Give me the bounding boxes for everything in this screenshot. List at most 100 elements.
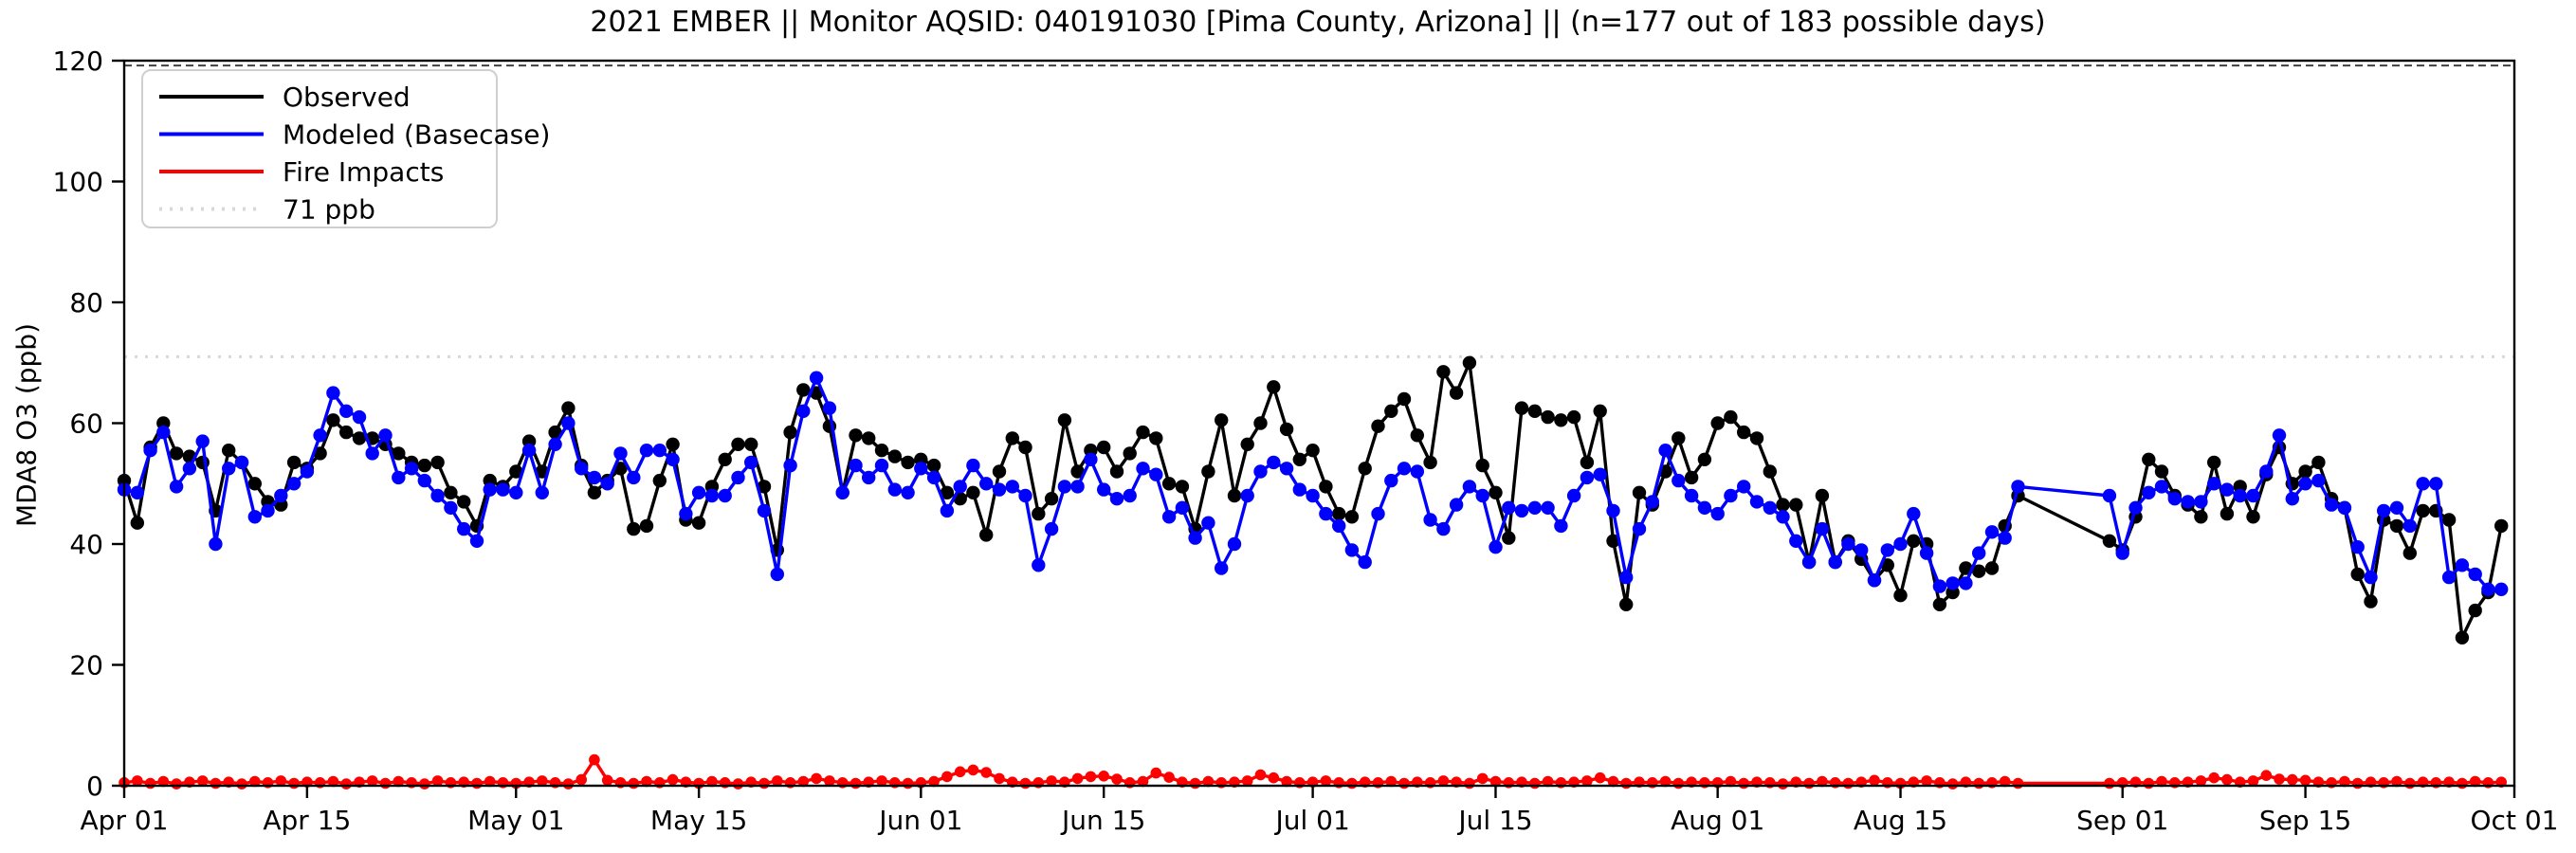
data-point-modeled-basecase xyxy=(1893,536,1908,552)
data-point-modeled-basecase xyxy=(1972,546,1986,560)
data-point-modeled-basecase xyxy=(1149,467,1163,481)
data-point-modeled-basecase xyxy=(1867,573,1882,588)
data-point-modeled-basecase xyxy=(1541,500,1555,515)
data-point-fire-impacts xyxy=(2143,777,2155,789)
data-point-observed xyxy=(1710,416,1725,430)
data-point-observed xyxy=(1619,597,1634,611)
data-point-modeled-basecase xyxy=(1332,518,1346,534)
data-point-modeled-basecase xyxy=(1737,480,1751,494)
data-point-modeled-basecase xyxy=(1306,488,1320,503)
data-point-observed xyxy=(1070,464,1085,479)
data-point-modeled-basecase xyxy=(966,458,980,473)
data-point-modeled-basecase xyxy=(209,536,223,552)
data-point-observed xyxy=(1397,391,1412,407)
data-point-fire-impacts xyxy=(575,773,587,786)
data-point-fire-impacts xyxy=(2339,775,2350,788)
data-point-modeled-basecase xyxy=(901,485,915,499)
data-point-modeled-basecase xyxy=(1919,546,1934,560)
data-point-fire-impacts xyxy=(2287,773,2298,786)
data-point-observed xyxy=(222,444,236,458)
data-point-modeled-basecase xyxy=(2233,488,2247,503)
data-point-observed xyxy=(1580,455,1595,470)
data-point-modeled-basecase xyxy=(2389,500,2404,515)
data-point-observed xyxy=(1161,477,1177,491)
data-point-fire-impacts xyxy=(2012,777,2024,789)
data-point-observed xyxy=(1358,462,1372,476)
data-point-modeled-basecase xyxy=(1032,558,1046,572)
data-point-observed xyxy=(1344,510,1360,524)
data-point-fire-impacts xyxy=(1046,775,1057,787)
data-point-modeled-basecase xyxy=(2142,485,2156,499)
data-point-observed xyxy=(509,464,523,479)
data-point-fire-impacts xyxy=(419,778,430,789)
data-point-modeled-basecase xyxy=(639,444,654,458)
data-point-fire-impacts xyxy=(275,775,287,787)
data-point-modeled-basecase xyxy=(2402,518,2417,534)
data-point-modeled-basecase xyxy=(600,477,614,491)
data-point-modeled-basecase xyxy=(195,434,210,448)
data-point-fire-impacts xyxy=(772,775,783,787)
data-point-observed xyxy=(1149,431,1163,445)
data-point-modeled-basecase xyxy=(953,480,967,494)
data-point-fire-impacts xyxy=(1672,777,1685,789)
data-point-observed xyxy=(2350,567,2365,582)
data-point-modeled-basecase xyxy=(1789,534,1803,548)
data-point-observed xyxy=(887,449,902,463)
data-point-modeled-basecase xyxy=(1371,506,1385,521)
data-point-observed xyxy=(1109,464,1124,479)
data-point-fire-impacts xyxy=(589,753,600,766)
data-point-modeled-basecase xyxy=(222,462,236,476)
data-point-modeled-basecase xyxy=(1462,480,1477,494)
data-point-fire-impacts xyxy=(1202,775,1215,788)
data-point-fire-impacts xyxy=(1137,775,1149,788)
data-point-fire-impacts xyxy=(1620,777,1632,789)
data-point-observed xyxy=(1789,498,1803,512)
data-point-observed xyxy=(2494,518,2509,534)
data-point-modeled-basecase xyxy=(1801,554,1817,570)
data-point-observed xyxy=(1632,485,1647,499)
data-point-observed xyxy=(874,444,889,458)
data-point-observed xyxy=(2102,534,2117,548)
data-point-observed xyxy=(849,428,863,443)
data-point-modeled-basecase xyxy=(1710,506,1725,521)
data-point-modeled-basecase xyxy=(2285,492,2299,506)
data-point-modeled-basecase xyxy=(1384,473,1398,488)
y-axis-label: MDA8 O3 (ppb) xyxy=(10,322,43,528)
data-point-modeled-basecase xyxy=(757,503,772,518)
data-point-modeled-basecase xyxy=(469,534,484,548)
data-point-modeled-basecase xyxy=(1841,536,1855,552)
data-point-observed xyxy=(1502,531,1516,545)
data-point-fire-impacts xyxy=(144,777,156,789)
data-point-modeled-basecase xyxy=(1932,579,1947,593)
data-point-modeled-basecase xyxy=(2272,428,2287,443)
data-point-modeled-basecase xyxy=(1502,500,1516,515)
data-point-observed xyxy=(2402,546,2417,560)
data-point-modeled-basecase xyxy=(587,470,602,485)
data-point-observed xyxy=(1489,485,1503,499)
data-point-modeled-basecase xyxy=(1645,495,1660,509)
data-point-modeled-basecase xyxy=(156,425,171,440)
data-point-modeled-basecase xyxy=(809,371,824,385)
data-point-fire-impacts xyxy=(379,777,392,789)
data-point-observed xyxy=(1253,416,1268,430)
data-point-fire-impacts xyxy=(171,778,182,789)
data-point-observed xyxy=(286,455,301,470)
data-point-observed xyxy=(940,485,955,499)
data-point-observed xyxy=(1423,455,1437,470)
data-point-modeled-basecase xyxy=(417,473,431,488)
data-point-observed xyxy=(1737,425,1751,440)
data-point-observed xyxy=(796,383,811,397)
data-point-modeled-basecase xyxy=(1907,506,1921,521)
data-point-observed xyxy=(1227,488,1242,503)
data-point-observed xyxy=(1332,506,1346,521)
data-point-observed xyxy=(2142,452,2156,466)
data-point-fire-impacts xyxy=(1150,767,1162,779)
data-point-fire-impacts xyxy=(327,775,339,788)
data-point-fire-impacts xyxy=(2351,777,2364,789)
legend-label-observed: Observed xyxy=(283,82,411,113)
data-point-observed xyxy=(1984,561,2000,575)
data-point-fire-impacts xyxy=(1476,772,1489,785)
data-point-observed xyxy=(783,425,797,440)
data-point-modeled-basecase xyxy=(1109,492,1124,506)
data-point-fire-impacts xyxy=(471,777,483,789)
